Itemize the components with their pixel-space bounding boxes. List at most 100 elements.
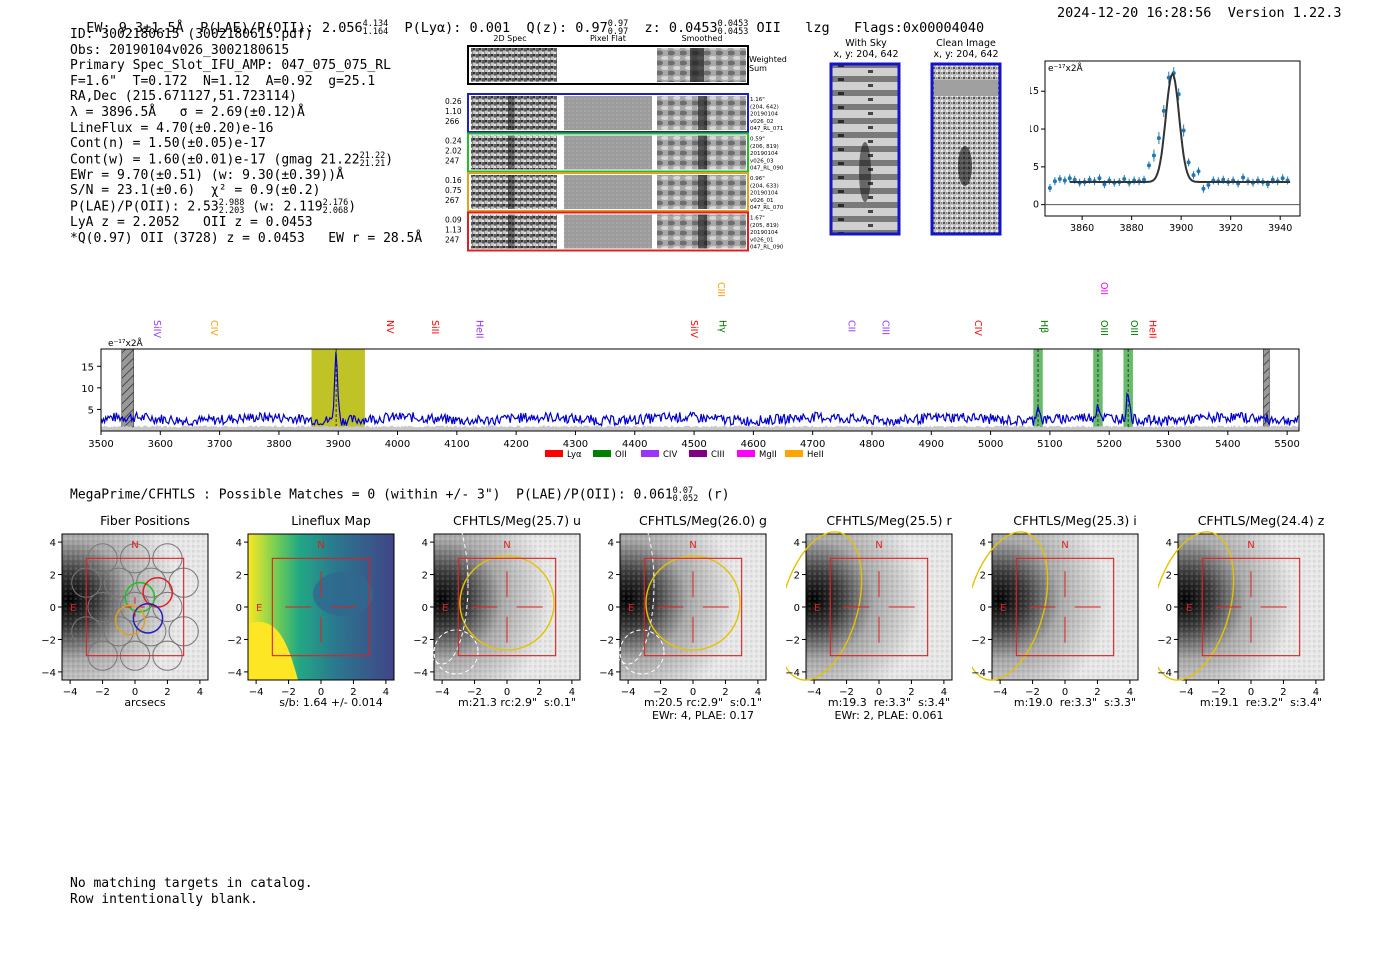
fit-data-point [1047,186,1052,191]
panel-caption-line-1: m:19.0 re:3.3" s:3.3" [1013,696,1137,709]
fiber-meta: 1.67" [750,216,765,222]
spectral-line-label: NV [384,320,395,334]
panel-xtick-label: 0 [1062,687,1068,698]
match-text: MegaPrime/CFHTLS : Possible Matches = 0 … [70,487,673,503]
fit-data-point [1142,177,1147,182]
spectrum-ytick-label: 10 [81,384,94,395]
fiber-stat: 0.24 [445,137,462,146]
panel-xtick-label: −2 [1211,687,1226,698]
info-plae: P(LAE)/P(OII): 2.53 2.988 2.203 (w: 2.119 2… [70,198,357,217]
sky-cutouts [829,62,1002,236]
panel-title: Lineflux Map [291,513,371,528]
fiber-meta: v026_01 [750,198,774,204]
panel-ytick-label: 2 [1166,571,1172,582]
panel-image: N E −4 −4 −2 −2 0 0 2 2 4 4 [1158,531,1325,698]
east-marker: E [256,603,262,614]
info-q: *Q(0.97) OII (3728) z = 0.0453 EW r = 28… [70,230,423,246]
header-timestamp: 2024-12-20 16:28:56 [1057,5,1212,21]
neighbor-circle [619,629,665,675]
spectral-line-label: CII [845,320,856,332]
smoothed-trace [698,214,707,249]
fiber-meta: 20190104 [750,151,778,157]
panel-xtick-label: 0 [1248,687,1254,698]
clean-image-xy: x, y: 204, 642 [933,49,999,60]
north-marker: N [317,540,324,551]
spectrum-xtick-label: 4200 [503,439,528,450]
header-plae-range: 4.134 1.164 [362,19,389,37]
panel-ytick-label: 4 [422,538,428,549]
panel-xtick-label: −4 [621,687,636,698]
panel-xtick-label: 4 [1313,687,1319,698]
panel-xtick-label: −2 [839,687,854,698]
panel-xtick-label: −2 [467,687,482,698]
spectral-line-label: OIII [1128,320,1139,336]
fiber-meta: 047_RL_090 [750,166,784,172]
panel-title: Fiber Positions [100,513,190,528]
fit-data-point [1270,177,1275,182]
spectrum-xtick-label: 5400 [1215,439,1240,450]
col-label-smoothed: Smoothed [682,34,723,43]
spectrum-xtick-label: 4600 [741,439,766,450]
match-band: (r) [706,487,730,503]
spectrum-xtick-label: 5500 [1274,439,1299,450]
fit-data-point [1097,176,1102,181]
fit-xtick-label: 3920 [1219,223,1243,234]
panel-xtick-label: 2 [908,687,914,698]
fiber-stat: 0.16 [445,176,462,185]
spectrum-xtick-label: 4700 [800,439,825,450]
panel-ytick-label: −4 [228,668,242,679]
fit-data-point [1206,183,1211,187]
fit-data-point [1067,176,1072,181]
spectral-line-label: CIV [972,320,983,336]
fiber-meta: (206, 819) [750,144,779,150]
panel-xtick-label: 4 [1127,687,1133,698]
panel-image: N E −4 −4 −2 −2 0 0 2 2 4 4 [972,531,1139,698]
panel-xtick-label: 4 [383,687,389,698]
spectrum-xtick-label: 4000 [385,439,410,450]
spectrum-xtick-label: 4800 [859,439,884,450]
legend-swatch [545,450,563,457]
east-marker: E [1000,603,1006,614]
catalog-match-summary: MegaPrime/CFHTLS : Possible Matches = 0 … [70,487,730,504]
fit-data-point [1221,177,1226,182]
panel-ytick-label: 0 [608,603,614,614]
info-lya: LyA z = 2.2052 OII z = 0.0453 [70,215,313,231]
fit-ytick-label: 10 [1030,124,1039,135]
spectral-line-label: HeII [1147,320,1158,339]
legend-swatch [593,450,611,457]
spectrum-xtick-label: 3700 [207,439,232,450]
fiber-circle [119,591,151,623]
info-sn: S/N = 23.1(±0.6) χ² = 0.9(±0.2) [70,183,321,199]
panel-ytick-label: 4 [794,538,800,549]
spectrum-xtick-label: 5300 [1156,439,1181,450]
info-id: ID: 3002180615 (3002180615.pdf) [70,27,313,42]
panel-ytick-label: −4 [1158,668,1172,679]
fiber-meta: 047_RL_090 [750,245,784,251]
panel-xtick-label: −4 [249,687,264,698]
panel-xtick-label: 2 [1280,687,1286,698]
panel-ytick-label: 0 [794,603,800,614]
info-lineflux: LineFlux = 4.70(±0.20)e-16 [70,120,274,136]
emission-trace [508,175,514,209]
fiber-stat: 266 [445,117,460,126]
spectrum-xtick-label: 3900 [326,439,351,450]
info-lambda: λ = 3896.5Å σ = 2.69(±0.12)Å [70,104,305,120]
header-z-line: OII [756,20,781,36]
fit-data-point [1156,136,1161,141]
fiber-stat: 1.13 [445,226,462,235]
fiber-meta: v026_03 [750,158,774,164]
spectral-line-label: SiIV [151,320,162,338]
header-version: Version 1.22.3 [1227,5,1342,21]
with-sky-header: With Sky x, y: 204, 642 [822,38,910,60]
fiber-stat: 0.09 [445,216,462,225]
panel-ytick-label: 4 [50,538,56,549]
fiber-circle [103,616,134,647]
info-contn: Cont(n) = 1.50(±0.05)e-17 [70,136,266,152]
with-sky-title: With Sky [845,38,887,49]
panel-title: CFHTLS/Meg(25.5) r [826,513,952,528]
fit-data-point [1102,182,1107,187]
spectral-line-label: Hγ [717,320,728,333]
spectrum-xtick-label: 5000 [978,439,1003,450]
fit-xtick-label: 3860 [1070,223,1094,234]
